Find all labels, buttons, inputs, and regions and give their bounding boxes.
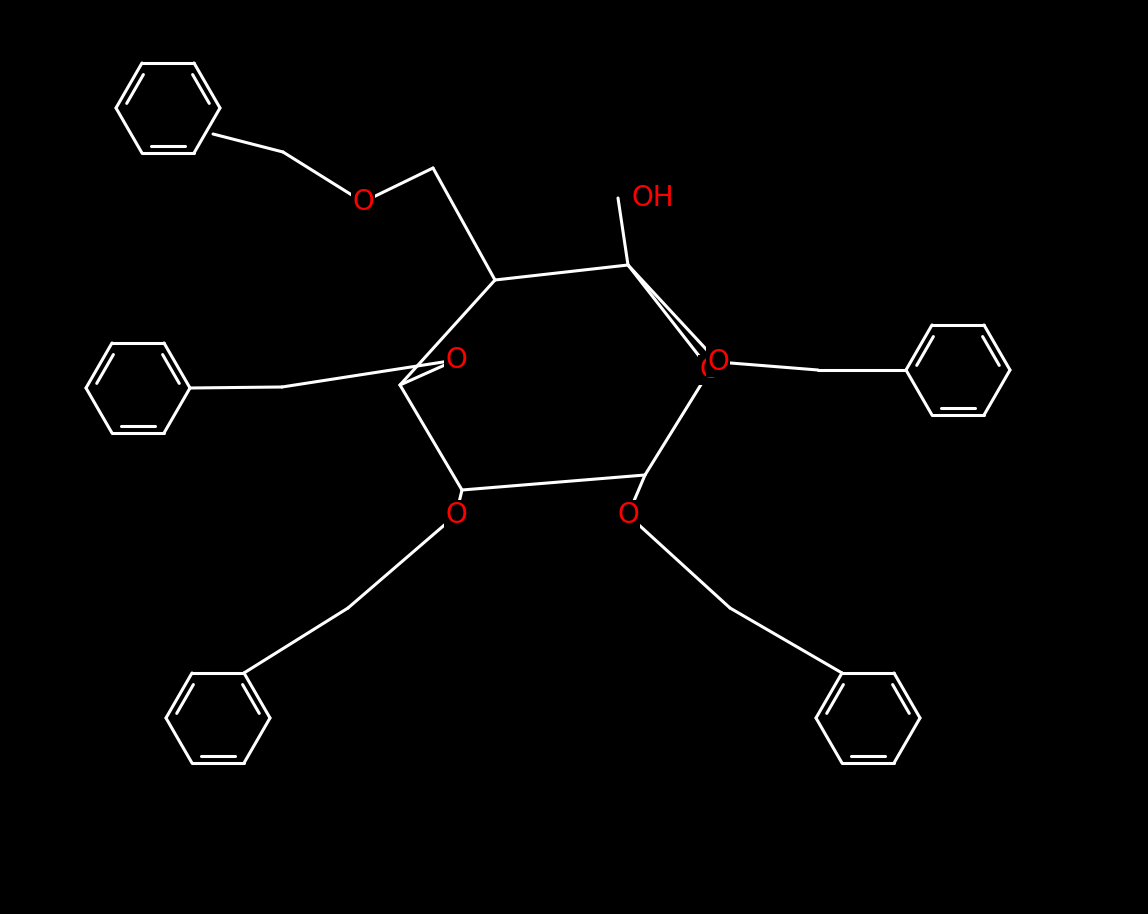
Text: O: O: [707, 348, 729, 376]
Text: O: O: [445, 346, 467, 374]
Text: OH: OH: [633, 184, 675, 212]
Text: O: O: [352, 188, 374, 216]
Text: O: O: [699, 356, 721, 384]
Text: O: O: [445, 501, 467, 529]
Text: O: O: [618, 501, 639, 529]
